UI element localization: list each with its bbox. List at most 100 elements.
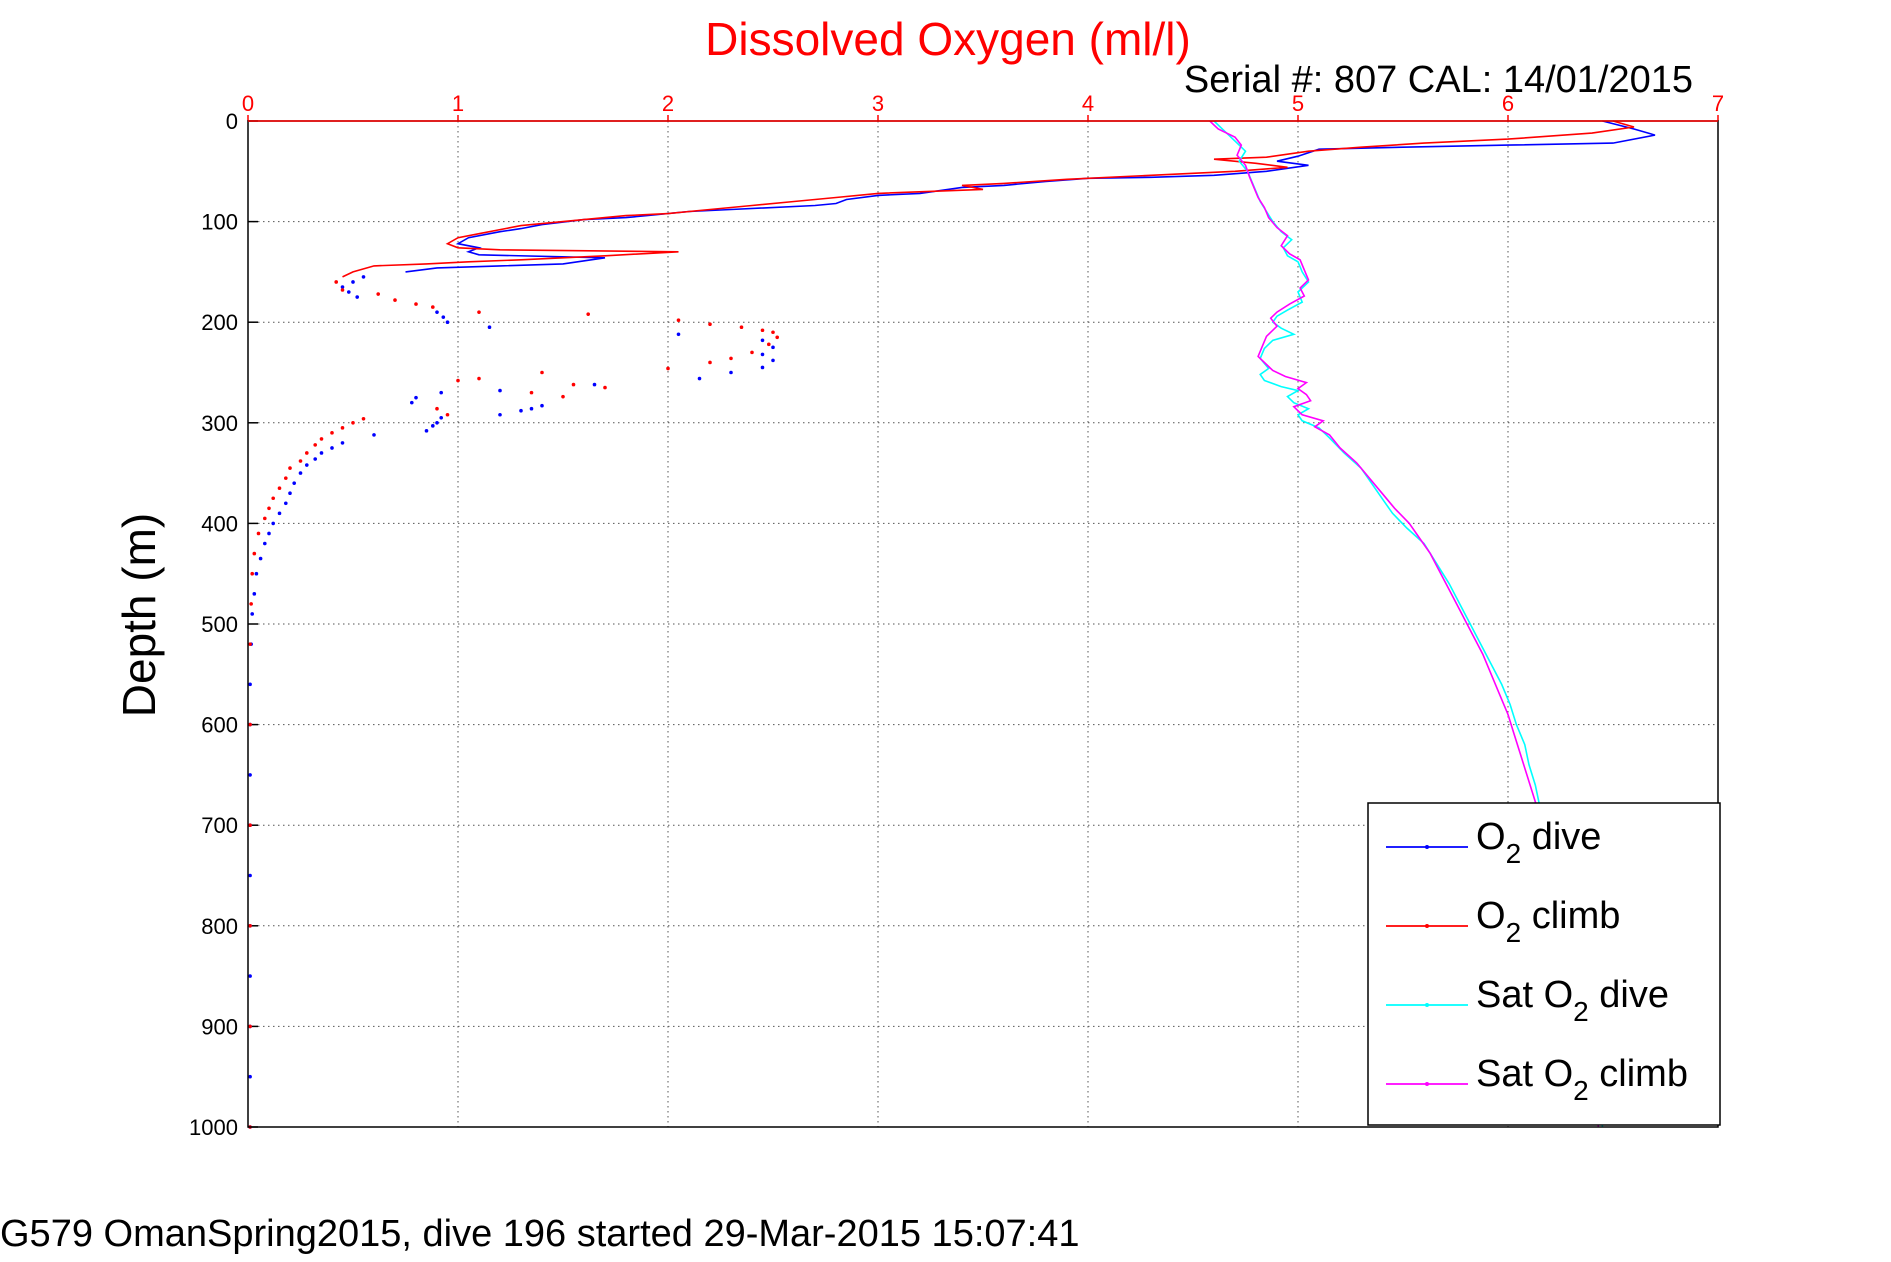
x-tick-label: 6	[1502, 91, 1514, 116]
data-point-o2-climb-sparse	[603, 385, 607, 390]
data-point-o2-climb-sparse	[666, 366, 670, 371]
data-point-o2-dive-sparse	[441, 315, 446, 319]
data-point-o2-dive-sparse	[250, 612, 254, 616]
data-point-o2-climb-sparse	[571, 382, 576, 387]
legend-label-suffix: dive	[1521, 816, 1601, 858]
data-point-o2-climb-sparse	[248, 924, 252, 928]
legend-label-main: O	[1476, 816, 1506, 858]
data-point-o2-dive-sparse	[284, 501, 288, 506]
data-point-o2-climb-sparse	[361, 416, 366, 421]
data-point-o2-dive-sparse	[330, 446, 334, 450]
data-point-o2-climb-sparse	[435, 406, 439, 411]
y-tick-label: 0	[226, 109, 238, 134]
x-tick-label: 4	[1082, 91, 1094, 116]
legend-label-subscript: 2	[1573, 996, 1589, 1027]
x-tick-label: 2	[662, 91, 674, 116]
series-line-o2-climb	[342, 120, 1635, 278]
data-point-o2-dive-sparse	[248, 873, 252, 878]
chart-title: Dissolved Oxygen (ml/l)	[705, 13, 1191, 65]
legend-marker	[1425, 1003, 1429, 1007]
y-axis-label: Depth (m)	[113, 513, 165, 717]
data-point-o2-climb-sparse	[729, 356, 733, 361]
y-tick-label: 600	[201, 713, 238, 738]
data-point-o2-dive-sparse	[439, 390, 444, 395]
x-tick-label: 7	[1712, 91, 1724, 116]
legend-label-suffix: climb	[1521, 895, 1620, 937]
data-point-o2-dive-sparse	[248, 682, 252, 687]
data-point-o2-dive-sparse	[424, 429, 429, 433]
legend-label-subscript: 2	[1506, 917, 1522, 948]
data-point-o2-climb-sparse	[284, 476, 288, 480]
data-point-o2-climb-sparse	[340, 288, 345, 292]
series-line-o2-dive	[405, 120, 1656, 273]
legend-label: O2 climb	[1476, 895, 1620, 948]
legend-marker	[1425, 845, 1429, 849]
data-point-o2-climb-sparse	[288, 466, 292, 470]
data-point-o2-climb-sparse	[249, 602, 253, 606]
data-point-o2-dive-sparse	[340, 285, 345, 289]
data-point-o2-dive-sparse	[729, 370, 733, 375]
data-point-o2-climb-sparse	[477, 310, 481, 314]
data-point-o2-climb-sparse	[760, 328, 765, 333]
data-point-o2-climb-sparse	[431, 305, 435, 309]
data-point-o2-climb-sparse	[750, 350, 754, 355]
data-point-o2-climb-sparse	[586, 312, 590, 316]
data-point-o2-climb-sparse	[708, 322, 712, 327]
y-tick-label: 300	[201, 411, 238, 436]
data-point-o2-dive-sparse	[271, 521, 276, 526]
y-tick-label: 800	[201, 914, 238, 939]
x-tick-label: 5	[1292, 91, 1304, 116]
legend-label-suffix: dive	[1589, 974, 1669, 1016]
legend-marker	[1425, 1082, 1429, 1086]
data-point-o2-dive-sparse	[277, 511, 282, 516]
legend-label-main: Sat O	[1476, 974, 1573, 1016]
data-point-o2-dive-sparse	[267, 531, 271, 536]
legend-label-suffix: climb	[1589, 1053, 1688, 1095]
y-tick-label: 400	[201, 511, 238, 536]
data-point-o2-dive-sparse	[254, 571, 259, 576]
data-point-o2-climb-sparse	[248, 1024, 252, 1029]
data-point-o2-climb-sparse	[529, 390, 534, 395]
legend-label-main: O	[1476, 895, 1506, 937]
data-point-o2-dive-sparse	[439, 415, 444, 420]
data-point-o2-dive-sparse	[248, 1074, 252, 1079]
data-point-o2-climb-sparse	[319, 437, 324, 441]
data-point-o2-dive-sparse	[592, 382, 597, 387]
data-point-o2-dive-sparse	[258, 556, 263, 561]
y-tick-label: 200	[201, 310, 238, 335]
y-tick-label: 900	[201, 1014, 238, 1039]
legend-label: O2 dive	[1476, 816, 1601, 869]
dive-caption: G579 OmanSpring2015, dive 196 started 29…	[0, 1213, 1079, 1255]
data-point-o2-climb-sparse	[775, 335, 779, 340]
data-point-o2-dive-sparse	[519, 408, 523, 413]
data-point-o2-dive-sparse	[760, 352, 765, 357]
y-tick-label: 700	[201, 813, 238, 838]
legend-label-subscript: 2	[1506, 838, 1522, 869]
data-point-o2-dive-sparse	[410, 400, 414, 405]
data-point-o2-dive-sparse	[771, 345, 775, 350]
data-point-o2-climb-sparse	[305, 451, 309, 455]
data-point-o2-dive-sparse	[248, 773, 252, 777]
data-point-o2-climb-sparse	[477, 376, 481, 381]
data-point-o2-climb-sparse	[767, 342, 771, 347]
data-point-o2-dive-sparse	[498, 388, 502, 393]
data-point-o2-climb-sparse	[248, 722, 252, 727]
data-point-o2-climb-sparse	[271, 496, 276, 501]
data-point-o2-climb-sparse	[298, 459, 303, 463]
data-point-o2-dive-sparse	[498, 412, 502, 417]
data-point-o2-climb-sparse	[252, 551, 257, 556]
x-tick-label: 0	[242, 91, 254, 116]
data-point-o2-climb-sparse	[340, 426, 345, 430]
legend-marker	[1425, 924, 1429, 928]
data-point-o2-dive-sparse	[292, 481, 297, 485]
data-point-o2-dive-sparse	[431, 424, 435, 428]
data-point-o2-dive-sparse	[372, 433, 376, 437]
data-point-o2-dive-sparse	[355, 295, 360, 299]
legend-label: Sat O2 dive	[1476, 974, 1669, 1027]
legend-box	[1367, 802, 1721, 1126]
data-point-o2-climb-sparse	[393, 298, 397, 302]
data-point-o2-climb-sparse	[330, 431, 334, 435]
y-tick-label: 1000	[189, 1115, 238, 1140]
